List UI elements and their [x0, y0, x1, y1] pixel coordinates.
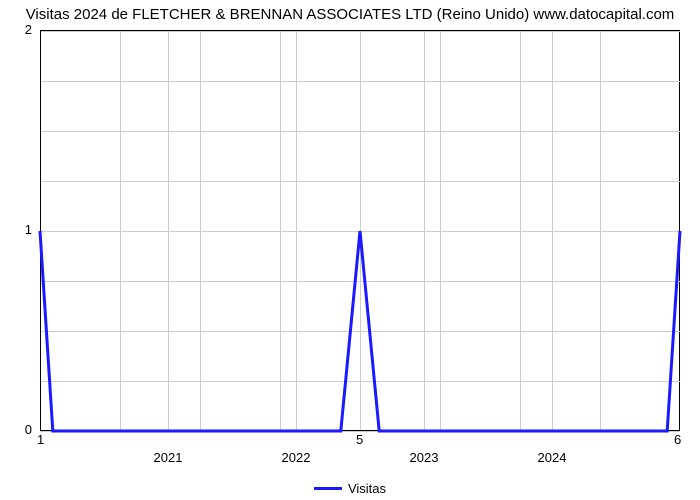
x-tick-label: 2022	[266, 450, 326, 465]
corner-label-bottom-center: 5	[356, 432, 363, 447]
corner-label-bottom-right: 6	[674, 432, 681, 447]
legend-swatch	[314, 487, 342, 490]
x-tick-label: 2024	[522, 450, 582, 465]
x-tick-label: 2023	[394, 450, 454, 465]
y-tick-label: 1	[0, 222, 32, 237]
series-line	[40, 31, 680, 431]
x-tick-label: 2021	[138, 450, 198, 465]
chart-title: Visitas 2024 de FLETCHER & BRENNAN ASSOC…	[0, 6, 700, 23]
chart-container: { "chart": { "type": "line", "title": "V…	[0, 0, 700, 500]
plot-area	[40, 30, 680, 430]
y-tick-label: 2	[0, 22, 32, 37]
legend-label: Visitas	[348, 481, 386, 496]
y-tick-label: 0	[0, 422, 32, 437]
corner-label-bottom-left: 1	[37, 432, 44, 447]
legend: Visitas	[0, 480, 700, 496]
